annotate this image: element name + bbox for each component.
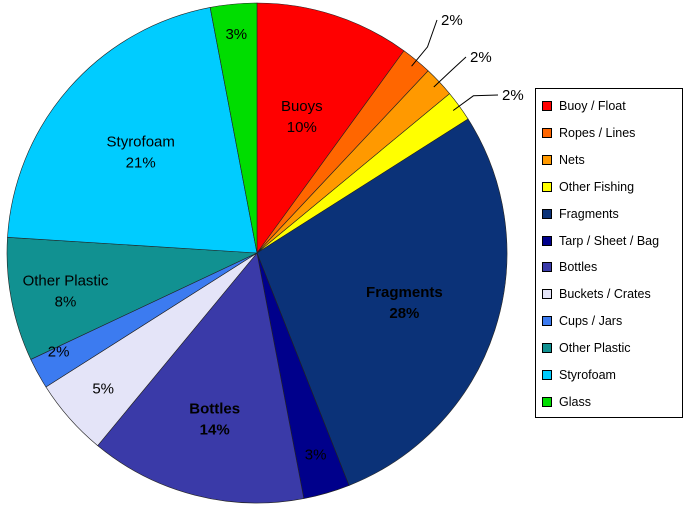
slice-label-ropes-lines: 2% <box>441 12 463 29</box>
legend-item-tarp-sheet-bag: Tarp / Sheet / Bag <box>542 232 659 250</box>
legend-swatch <box>542 343 552 354</box>
legend-item-fragments: Fragments <box>542 205 619 223</box>
legend-swatch <box>542 235 552 246</box>
legend-item-other-fishing: Other Fishing <box>542 178 634 196</box>
legend-label: Bottles <box>559 260 598 275</box>
slice-label-bottles: Bottles 14% <box>189 401 240 439</box>
legend-swatch <box>542 262 552 273</box>
legend-item-buoy-float: Buoy / Float <box>542 97 626 115</box>
legend-swatch <box>542 127 552 138</box>
pie-slice-buoy-float <box>256 2 405 254</box>
leader-line-ropes-lines <box>411 19 438 67</box>
legend-item-styrofoam: Styrofoam <box>542 366 616 384</box>
legend-item-bottles: Bottles <box>542 258 597 276</box>
slice-label-glass: 3% <box>225 26 247 43</box>
legend-label: Tarp / Sheet / Bag <box>559 233 660 248</box>
legend-swatch <box>542 316 552 327</box>
legend-label: Other Plastic <box>559 341 631 356</box>
slice-label-styrofoam: Styrofoam 21% <box>107 134 175 172</box>
slice-label-fragments: Fragments 28% <box>366 284 443 322</box>
leader-lines <box>411 19 499 111</box>
legend-label: Fragments <box>559 206 619 221</box>
legend-item-cups-jars: Cups / Jars <box>542 312 622 330</box>
legend-swatch <box>542 208 552 219</box>
slice-label-cups-jars: 2% <box>48 344 70 361</box>
leader-line-other-fishing <box>452 94 499 111</box>
slice-labels: Buoys 10% 2% 2% 2% Fragments 28% 3% Bottles 14% 5%… <box>23 12 524 464</box>
legend-swatch <box>542 289 552 300</box>
pie-slice-fragments <box>256 118 508 486</box>
legend-label: Nets <box>559 152 585 167</box>
legend-swatch <box>542 181 552 192</box>
legend-label: Cups / Jars <box>559 314 623 329</box>
slice-label-other-fishing: 2% <box>502 87 524 104</box>
legend-item-ropes-lines: Ropes / Lines <box>542 124 635 142</box>
legend-label: Buckets / Crates <box>559 287 651 302</box>
legend-label: Other Fishing <box>559 179 635 194</box>
slice-label-buoy-float: Buoys 10% <box>281 98 323 136</box>
legend-swatch <box>542 101 552 111</box>
legend-label: Glass <box>559 394 591 409</box>
legend-item-buckets-crates: Buckets / Crates <box>542 285 651 303</box>
legend-item-nets: Nets <box>542 151 585 169</box>
slice-label-nets: 2% <box>470 49 492 66</box>
pie-slices <box>6 2 508 504</box>
pie-slice-bottles <box>97 252 305 504</box>
legend-label: Styrofoam <box>559 368 616 382</box>
pie-slice-glass <box>209 2 258 254</box>
legend-item-other-plastic: Other Plastic <box>542 339 631 357</box>
slice-label-buckets-crates: 5% <box>92 381 114 398</box>
pie-slice-styrofoam <box>7 7 258 254</box>
legend-swatch <box>542 370 552 380</box>
leader-line-nets <box>433 56 467 88</box>
legend-item-glass: Glass <box>542 393 591 411</box>
slice-label-tarp-sheet-bag: 3% <box>305 447 327 464</box>
legend-label: Buoy / Float <box>559 99 626 113</box>
legend-label: Ropes / Lines <box>559 125 636 140</box>
legend-swatch <box>542 154 552 165</box>
legend: Buoy / Float Ropes / Lines Nets Other Fishi… <box>535 88 683 418</box>
legend-swatch <box>542 396 552 407</box>
pie-slice-other-plastic <box>6 236 258 360</box>
slice-label-other-plastic: Other Plastic 8% <box>23 273 109 311</box>
